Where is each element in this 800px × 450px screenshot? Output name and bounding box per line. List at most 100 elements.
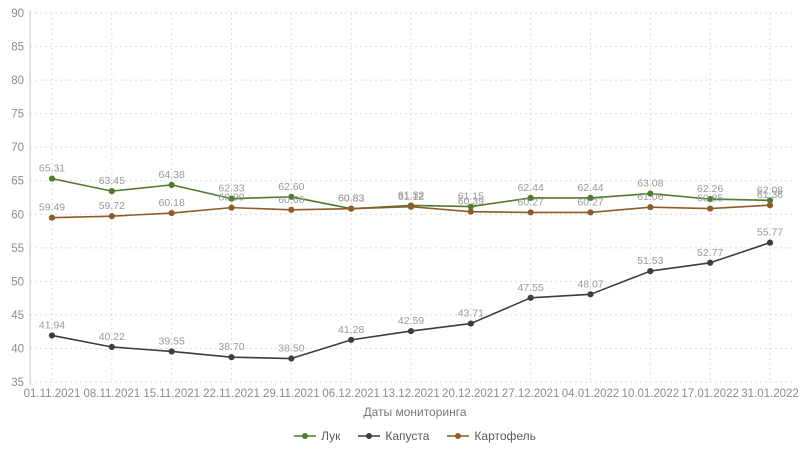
value-label: 41.94	[39, 319, 65, 331]
data-point	[707, 259, 714, 266]
x-axis-title: Даты мониторинга	[363, 405, 467, 419]
y-axis-tick-label: 45	[11, 310, 24, 322]
data-point	[467, 320, 474, 327]
data-point	[766, 239, 774, 246]
x-axis-tick-label: 10.01.2022	[622, 388, 680, 400]
value-label: 47.55	[518, 282, 544, 294]
y-axis-tick-label: 40	[11, 343, 24, 355]
y-axis-tick-label: 55	[11, 243, 24, 255]
value-label: 60.85	[697, 193, 723, 205]
value-label: 38.70	[218, 341, 244, 353]
value-label: 42.59	[398, 315, 424, 327]
y-axis-tick-label: 60	[11, 209, 24, 221]
data-point	[168, 181, 175, 188]
y-axis-tick-label: 70	[11, 142, 24, 154]
legend-item-2[interactable]: Картофель	[447, 429, 536, 443]
x-axis-tick-label: 31.01.2022	[741, 388, 799, 400]
legend-marker-icon	[294, 433, 317, 439]
value-label: 60.18	[159, 197, 185, 209]
legend-item-1[interactable]: Капуста	[358, 429, 429, 443]
y-axis-tick-label: 90	[11, 8, 24, 20]
value-label: 61.32	[398, 189, 424, 201]
chart-canvas: 35 40 45 50 55 60 65 70 75 80 85 90 65.31 63.45 64.38 6…	[11, 8, 799, 400]
data-point	[407, 203, 415, 210]
data-point	[587, 291, 594, 298]
data-point	[527, 294, 534, 301]
data-point	[48, 175, 56, 182]
data-point	[108, 343, 115, 351]
value-label: 61.12	[398, 191, 424, 203]
chart-legend: Лук Капуста Картофель	[0, 429, 800, 443]
x-axis-tick-label: 20.12.2021	[442, 388, 500, 400]
data-point	[527, 194, 534, 202]
value-label: 62.08	[757, 184, 783, 196]
y-axis-tick-label: 85	[11, 42, 24, 54]
data-point	[168, 209, 175, 217]
value-label: 60.27	[518, 196, 544, 208]
x-axis-tick-label: 13.12.2021	[382, 388, 440, 400]
x-axis-tick-label: 27.12.2021	[502, 388, 560, 400]
legend-label: Лук	[321, 429, 341, 443]
value-label: 60.66	[278, 194, 304, 206]
value-label: 40.22	[99, 331, 125, 343]
value-label: 48.07	[577, 278, 603, 290]
legend-label: Картофель	[474, 429, 536, 443]
data-point	[48, 214, 56, 221]
data-point	[647, 190, 654, 197]
value-label: 60.83	[338, 193, 364, 205]
value-label: 55.77	[757, 227, 783, 239]
data-point	[587, 209, 594, 216]
data-point	[467, 203, 474, 210]
data-point	[348, 336, 355, 343]
x-axis-tick-label: 04.01.2022	[562, 388, 620, 400]
data-point	[228, 354, 235, 361]
x-axis-tick-label: 01.11.2021	[24, 388, 81, 400]
value-label: 62.44	[518, 182, 544, 194]
value-label: 62.60	[278, 181, 304, 193]
value-label: 61.36	[757, 189, 783, 201]
value-label: 60.39	[458, 196, 484, 208]
legend-marker-icon	[358, 433, 381, 439]
data-point	[288, 193, 295, 200]
data-point	[228, 204, 235, 211]
value-label: 52.77	[697, 247, 723, 259]
data-point	[348, 205, 355, 212]
value-label: 65.31	[39, 163, 65, 175]
x-axis-tick-label: 29.11.2021	[263, 388, 320, 400]
data-point	[647, 204, 654, 211]
value-label: 61.06	[637, 191, 663, 203]
data-point	[527, 209, 534, 216]
data-point	[288, 355, 295, 362]
value-label: 60.83	[338, 193, 364, 205]
x-axis-tick-label: 17.01.2022	[681, 388, 739, 400]
data-point	[288, 206, 295, 213]
value-label: 61.15	[458, 191, 484, 203]
data-point	[467, 208, 474, 215]
value-label: 63.08	[637, 178, 663, 190]
data-point	[108, 188, 115, 195]
data-point	[647, 267, 654, 275]
data-point	[707, 196, 714, 203]
data-point	[168, 348, 175, 355]
value-label: 51.53	[637, 255, 663, 267]
y-axis-tick-label: 50	[11, 276, 24, 288]
value-label: 59.72	[99, 200, 125, 212]
data-point	[707, 205, 714, 212]
x-axis-tick-label: 22.11.2021	[203, 388, 260, 400]
legend-item-0[interactable]: Лук	[294, 429, 340, 443]
value-label: 39.55	[159, 335, 185, 347]
x-axis-tick-label: 08.11.2021	[83, 388, 140, 400]
legend-label: Капуста	[385, 429, 430, 443]
data-point	[108, 213, 115, 220]
value-label: 59.49	[39, 202, 65, 214]
value-label: 62.26	[697, 183, 723, 195]
y-axis-tick-label: 80	[11, 75, 24, 87]
value-label: 41.28	[338, 324, 364, 336]
data-point	[766, 197, 774, 204]
data-point	[766, 202, 774, 209]
data-point	[407, 327, 415, 335]
value-label: 43.71	[458, 308, 484, 320]
data-point	[228, 195, 235, 202]
y-axis-tick-label: 35	[11, 377, 24, 389]
y-axis-tick-label: 75	[11, 109, 24, 121]
